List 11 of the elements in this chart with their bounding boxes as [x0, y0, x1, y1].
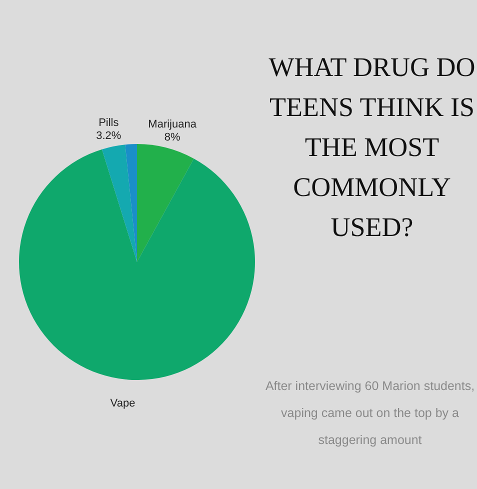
data-label: 3.2% [96, 130, 122, 142]
text: After interviewing 60 Marion students, vaping came out on the top by a staggering amount [265, 379, 475, 447]
pie-slice [19, 149, 255, 380]
data-label: 8% [164, 131, 180, 144]
pie-slice [102, 144, 137, 262]
slice-label: Pills [98, 116, 120, 129]
slice-label: Marijuana [148, 118, 198, 130]
text: WHAT DRUG DO TEENS THINK IS THE MOST COMMONLY USED? [268, 52, 476, 242]
pie-slice [125, 144, 137, 262]
slice-label: Vape [110, 397, 136, 410]
pie-slice [137, 144, 194, 262]
